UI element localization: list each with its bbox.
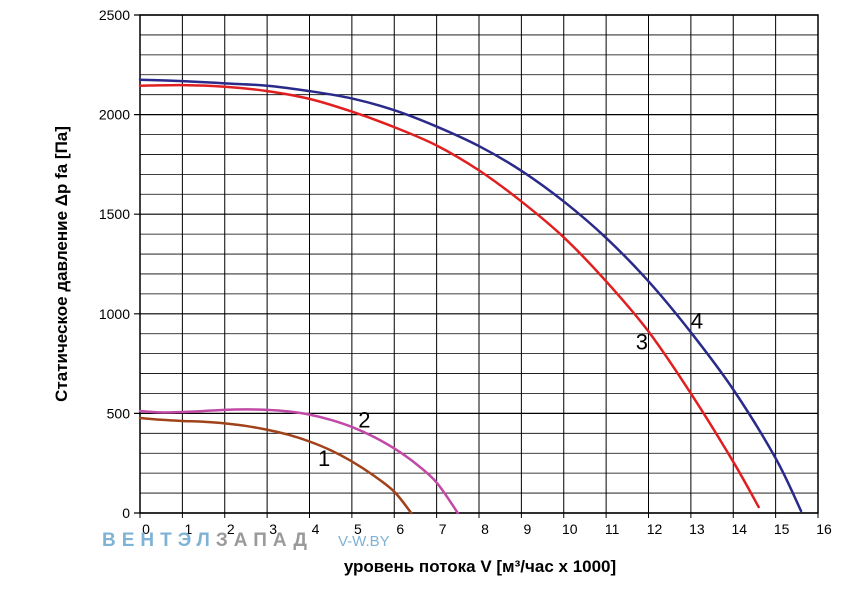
series-group — [138, 78, 803, 515]
curve-labels: 1 2 3 4 — [318, 309, 703, 471]
x-tick-label: 0 — [142, 521, 150, 537]
x-tick-label: 3 — [269, 521, 277, 537]
series-line-3 — [138, 83, 760, 509]
x-tick-label: 5 — [354, 521, 362, 537]
curve-label-1: 1 — [318, 446, 330, 471]
x-tick-label: 13 — [689, 521, 705, 537]
x-axis-label: уровень потока V [м³/час x 1000] — [344, 557, 616, 576]
series-line-2 — [138, 408, 460, 515]
curve-label-2: 2 — [358, 407, 370, 432]
x-tick-label: 9 — [523, 521, 531, 537]
x-tick-label: 2 — [227, 521, 235, 537]
watermark-brand-part1: ВЕНТЭЛ — [102, 530, 216, 551]
plot-frame — [139, 14, 819, 514]
x-tick-labels: 0 1 2 3 4 5 6 7 8 9 10 11 12 13 14 15 16 — [142, 521, 832, 537]
x-tick-label: 1 — [184, 521, 192, 537]
series-line-4 — [138, 78, 803, 513]
y-tick-label: 500 — [107, 405, 131, 421]
x-tick-label: 11 — [605, 521, 620, 537]
y-tick-label: 1500 — [99, 206, 130, 222]
curve-label-4: 4 — [691, 309, 703, 334]
x-tick-label: 12 — [647, 521, 663, 537]
y-tick-label: 2500 — [99, 7, 130, 23]
y-tick-label: 1000 — [99, 306, 130, 322]
x-tick-label: 7 — [439, 521, 447, 537]
x-tick-label: 6 — [396, 521, 404, 537]
x-tick-label: 16 — [816, 521, 832, 537]
x-tick-label: 14 — [731, 521, 747, 537]
y-tick-label: 2000 — [99, 107, 130, 123]
y-tick-label: 0 — [122, 505, 130, 521]
curve-label-3: 3 — [636, 330, 648, 355]
x-tick-label: 4 — [312, 521, 320, 537]
watermark: ВЕНТЭЛЗАПАД — [102, 530, 313, 552]
x-tick-label: 10 — [562, 521, 578, 537]
watermark-brand-part2: ЗАПАД — [215, 530, 313, 551]
watermark-site: V-W.BY — [338, 533, 390, 550]
x-tick-label: 8 — [481, 521, 489, 537]
x-tick-label: 15 — [774, 521, 790, 537]
y-axis-label: Статическое давление Δp fa [Па] — [52, 126, 71, 402]
series-line-1 — [138, 416, 413, 515]
grid — [134, 14, 819, 518]
y-tick-labels: 0 500 1000 1500 2000 2500 — [99, 7, 130, 521]
